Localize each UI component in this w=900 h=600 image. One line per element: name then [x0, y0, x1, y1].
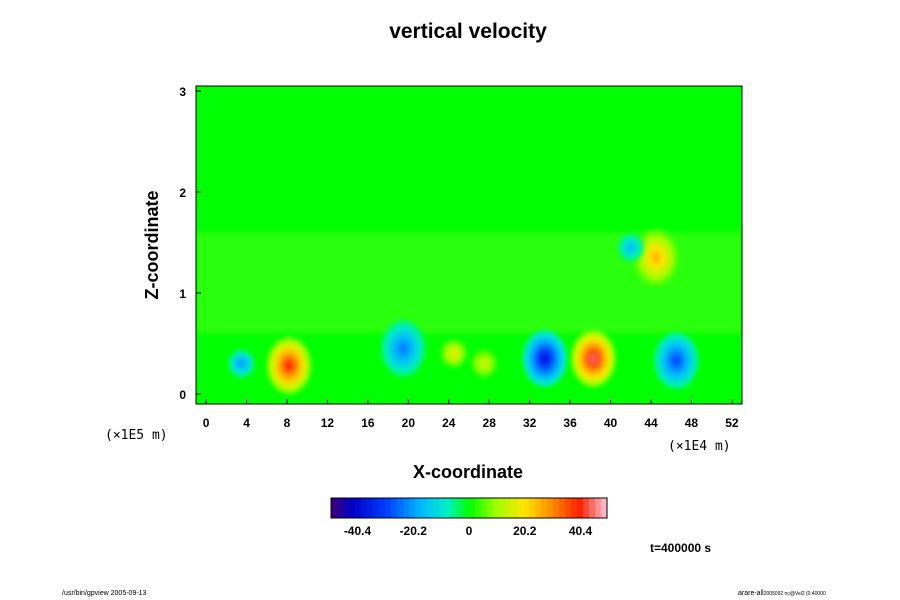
velocity-cell-1 — [228, 349, 255, 378]
colorbar-cell — [577, 498, 584, 518]
x-scale-label: (×1E4 m) — [668, 439, 731, 454]
time-label: t=400000 s — [650, 541, 711, 555]
velocity-cell-7 — [571, 330, 616, 387]
plot-area — [195, 85, 743, 405]
colorbar-cell — [559, 498, 566, 518]
colorbar-cell — [361, 498, 368, 518]
y-tick-label: 2 — [179, 186, 186, 200]
colorbar-cell — [511, 498, 518, 518]
colorbar-cell — [493, 498, 500, 518]
colorbar-cell — [367, 498, 374, 518]
colorbar-cell — [349, 498, 356, 518]
x-axis: 0 4 8 12 16 20 24 28 32 36 40 44 48 52 — [203, 399, 739, 430]
colorbar-tick-label: 0 — [466, 524, 473, 538]
colorbar-tick-label: 20.2 — [513, 524, 537, 538]
colorbar-cell — [445, 498, 452, 518]
colorbar-cell — [391, 498, 398, 518]
x-tick-label: 40 — [604, 416, 618, 430]
colorbar-cell — [331, 498, 338, 518]
x-tick-label: 44 — [644, 416, 658, 430]
colorbar-cell — [475, 498, 482, 518]
x-tick-label: 24 — [442, 416, 456, 430]
velocity-cell-5 — [471, 349, 498, 378]
colorbar-cell — [487, 498, 494, 518]
x-tick-label: 52 — [725, 416, 739, 430]
colorbar-tick-label: 40.4 — [569, 524, 593, 538]
colorbar-tick-label: -40.4 — [344, 524, 372, 538]
colorbar-cell — [553, 498, 560, 518]
velocity-cell-2 — [267, 337, 312, 394]
colorbar-cell — [517, 498, 524, 518]
colorbar-cell — [415, 498, 422, 518]
colorbar-cell — [463, 498, 470, 518]
colorbar-cell — [547, 498, 554, 518]
colorbar-cell — [601, 498, 608, 518]
colorbar-cell — [343, 498, 350, 518]
colorbar-cell — [397, 498, 404, 518]
colorbar: -40.4 -20.2 0 20.2 40.4 — [330, 497, 608, 538]
x-axis-label: X-coordinate — [413, 462, 523, 482]
plot-frame — [195, 85, 743, 405]
velocity-cell-9 — [634, 229, 679, 286]
velocity-cell-10 — [617, 233, 644, 262]
colorbar-cell — [565, 498, 572, 518]
colorbar-cell — [583, 498, 590, 518]
colorbar-cell — [439, 498, 446, 518]
heatmap-field — [196, 229, 742, 394]
velocity-cell-4 — [440, 339, 467, 368]
colorbar-cell — [523, 498, 530, 518]
velocity-cell-6 — [522, 330, 567, 387]
y-axis: 0 1 2 3 — [179, 85, 201, 402]
colorbar-cell — [571, 498, 578, 518]
x-tick-label: 8 — [284, 416, 291, 430]
x-tick-label: 12 — [321, 416, 335, 430]
x-tick-label: 4 — [243, 416, 250, 430]
x-tick-label: 28 — [483, 416, 497, 430]
y-tick-label: 3 — [179, 85, 186, 99]
colorbar-cell — [451, 498, 458, 518]
colorbar-cell — [433, 498, 440, 518]
footer-right: arare-all2005092 nc@Vel2 (0:40000 — [738, 590, 826, 597]
x-tick-label: 48 — [685, 416, 699, 430]
colorbar-cell — [469, 498, 476, 518]
x-tick-label: 20 — [402, 416, 416, 430]
footer-right-sub: 2005092 nc@Vel2 (0:40000 — [763, 591, 826, 597]
x-tick-label: 0 — [203, 416, 210, 430]
footer-right-main: arare-all — [738, 590, 764, 597]
colorbar-cell — [421, 498, 428, 518]
colorbar-cell — [541, 498, 548, 518]
velocity-cell-8 — [654, 332, 699, 389]
colorbar-cell — [385, 498, 392, 518]
x-tick-label: 32 — [523, 416, 537, 430]
chart-title: vertical velocity — [389, 20, 547, 43]
x-tick-label: 16 — [361, 416, 375, 430]
colorbar-cell — [373, 498, 380, 518]
colorbar-cell — [457, 498, 464, 518]
colorbar-cell — [499, 498, 506, 518]
x-tick-label: 36 — [563, 416, 577, 430]
colorbar-cell — [403, 498, 410, 518]
footer-left: /usr/bin/gpview 2005-09-13 — [62, 590, 147, 597]
colorbar-cell — [589, 498, 596, 518]
colorbar-cell — [409, 498, 416, 518]
y-tick-label: 1 — [179, 287, 186, 301]
y-tick-label: 0 — [179, 388, 186, 402]
colorbar-cell — [535, 498, 542, 518]
colorbar-cell — [379, 498, 386, 518]
velocity-cell-3 — [381, 320, 426, 377]
colorbar-cell — [595, 498, 602, 518]
colorbar-cell — [337, 498, 344, 518]
colorbar-tick-label: -20.2 — [400, 524, 428, 538]
colorbar-cell — [529, 498, 536, 518]
colorbar-cell — [427, 498, 434, 518]
colorbar-cell — [505, 498, 512, 518]
colorbar-cell — [355, 498, 362, 518]
y-scale-label: (×1E5 m) — [105, 428, 168, 443]
colorbar-cell — [481, 498, 488, 518]
y-axis-label: Z-coordinate — [142, 190, 162, 299]
